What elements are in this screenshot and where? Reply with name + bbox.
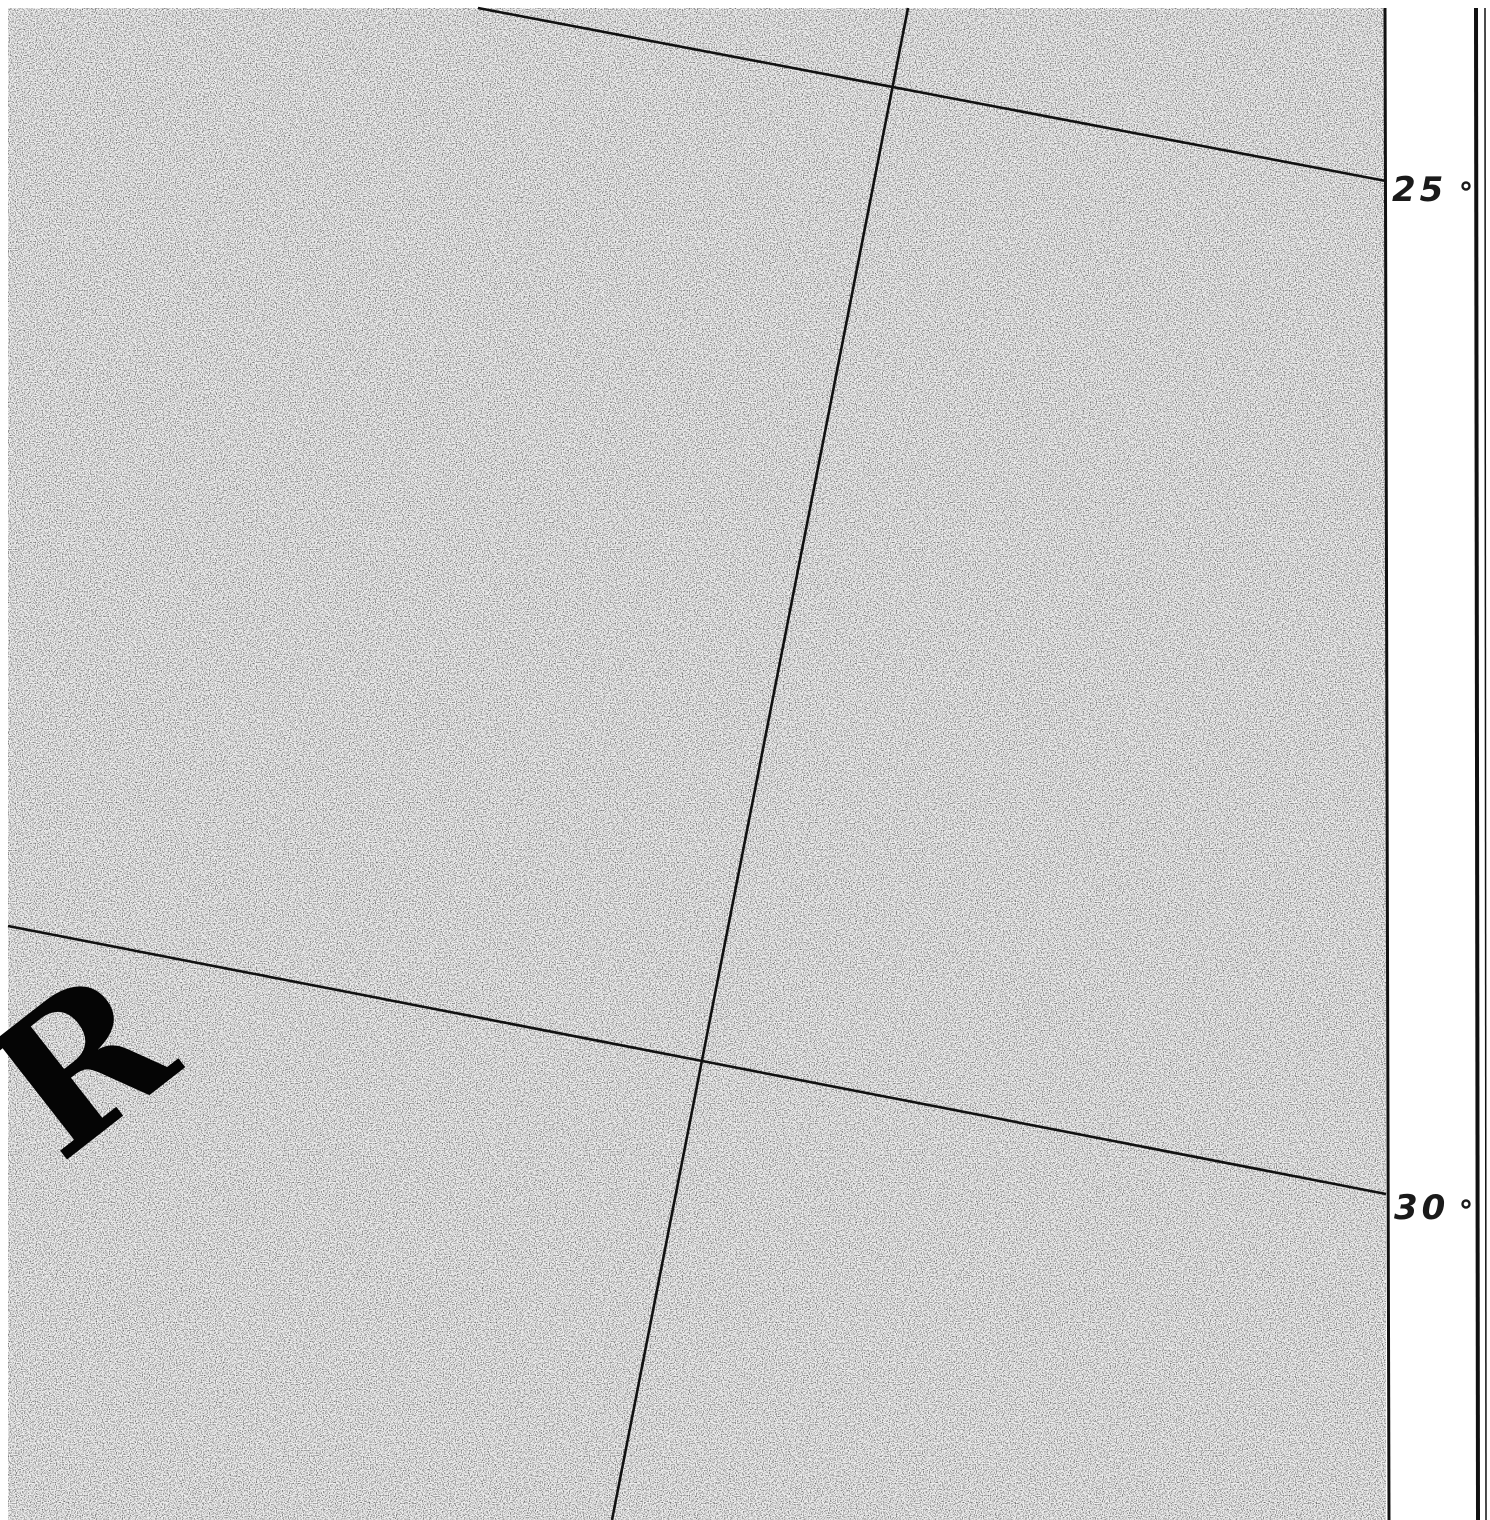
meridian-line-1: [610, 7, 910, 1520]
stipple-tone: [8, 8, 1386, 1520]
parallel-line-25: [477, 6, 1387, 183]
latitude-label-25: 25: [1392, 170, 1447, 210]
neatline-inner: [1383, 7, 1391, 1520]
neatline-outer-thin: [1484, 7, 1487, 1520]
degree-mark-25: [1461, 181, 1471, 191]
stipple-background: [8, 8, 1386, 1520]
latitude-label-30: 30: [1394, 1188, 1449, 1228]
neatline-outer: [1474, 7, 1480, 1520]
parallel-line-30: [7, 924, 1387, 1196]
degree-mark-30: [1461, 1199, 1471, 1209]
